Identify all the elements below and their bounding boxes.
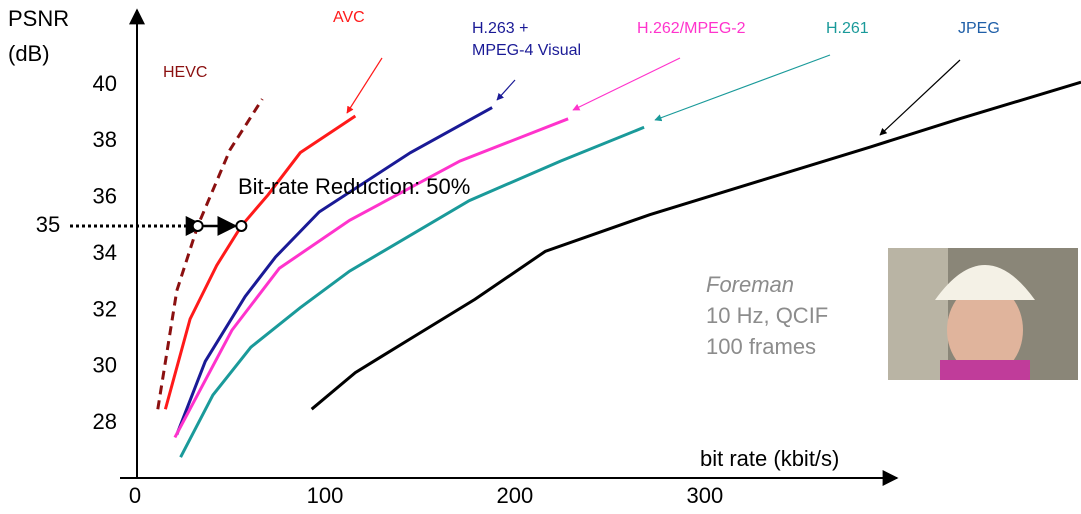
info-text: 10 Hz, QCIF [706,303,828,328]
series-line [173,117,569,439]
reference-label: 35 [36,212,60,237]
callout-arrow [572,57,681,111]
y-tick-label: 36 [93,184,117,209]
x-tick-label: 300 [687,483,724,508]
series-line [310,80,1081,411]
series-line [179,125,645,458]
comparison-point [235,219,248,232]
series-label: HEVC [163,64,208,81]
series-label: H.263 + MPEG-4 Visual [472,20,582,59]
callout-arrow [654,54,831,122]
x-tick-label: 0 [129,483,141,508]
info-text: Foreman [706,272,794,297]
series-label: H.261 [826,20,869,37]
callout-arrows [346,54,961,136]
comparison-text: Bit-rate Reduction: 50% [238,174,470,199]
comparison-point [191,219,204,232]
y-tick-label: 32 [93,296,117,321]
photo [888,248,1078,380]
y-tick-label: 28 [93,409,117,434]
x-axis-label: bit rate (kbit/s) [700,446,839,471]
y-axis-label: (dB) [8,41,50,66]
y-tick-label: 38 [93,127,117,152]
y-tick-label: 40 [93,71,117,96]
photo-helmet [935,265,1035,300]
y-tick-label: 30 [93,353,117,378]
y-tick-label: 34 [93,240,117,265]
photo-face [947,284,1023,376]
series-line [156,98,264,410]
info-text: 100 frames [706,334,816,359]
callout-arrow [496,79,516,101]
series-label: JPEG [958,20,1000,37]
photo-shirt [940,360,1030,380]
series-line [175,106,493,436]
series-label: H.262/MPEG-2 [637,20,746,37]
x-tick-label: 100 [307,483,344,508]
y-axis-label: PSNR [8,6,69,31]
series-label: AVC [333,9,365,26]
series-line [163,114,357,410]
x-tick-label: 200 [497,483,534,508]
callout-arrow [346,57,383,114]
callout-arrow [879,59,961,136]
photo-wall [888,248,948,380]
